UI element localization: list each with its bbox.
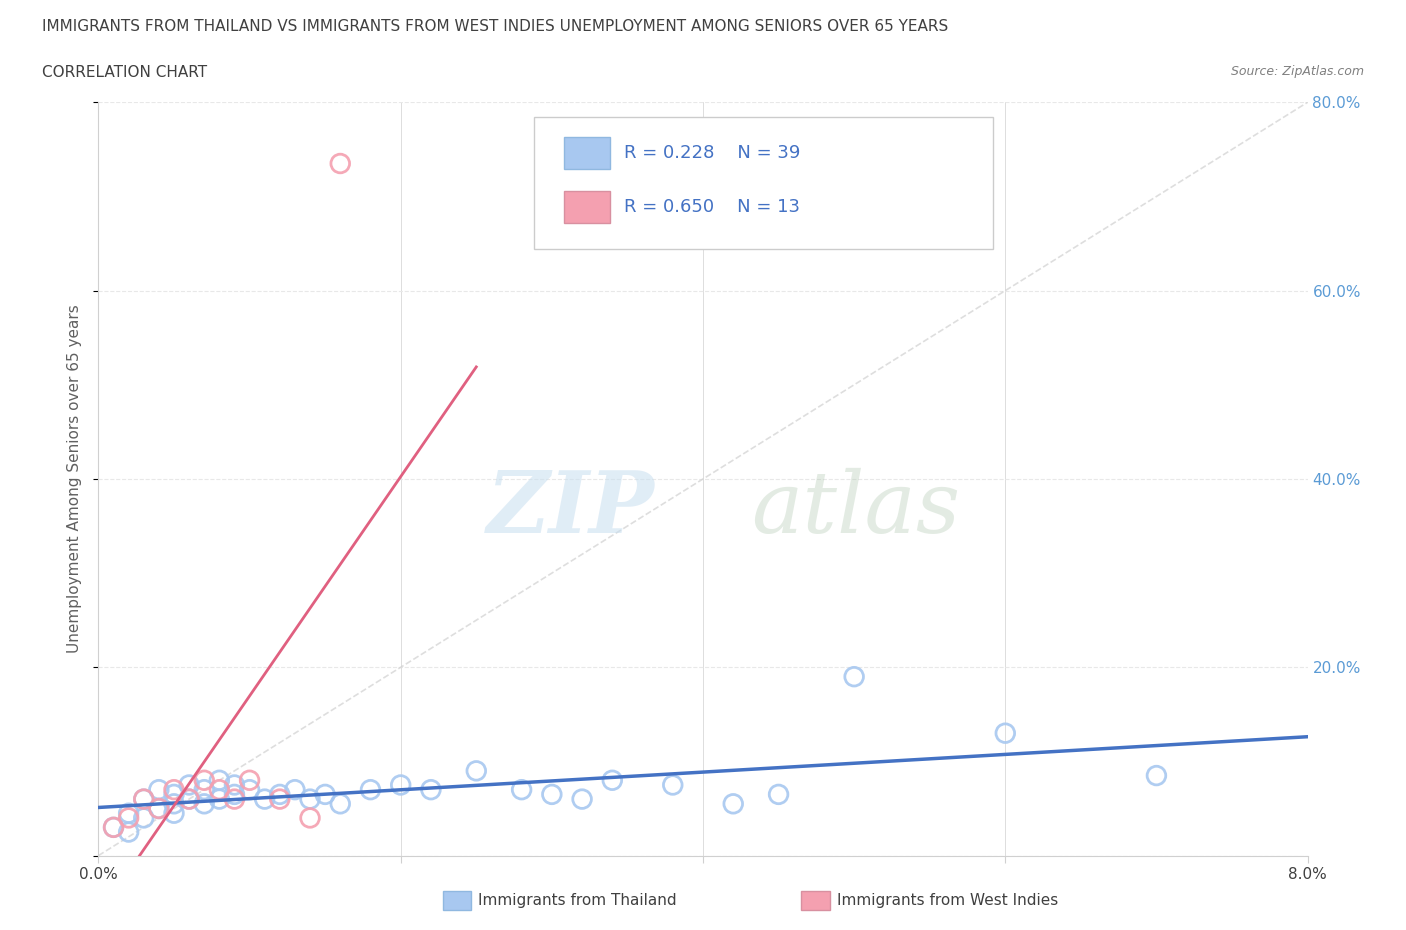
FancyBboxPatch shape <box>564 137 610 168</box>
Point <box>118 811 141 826</box>
Y-axis label: Unemployment Among Seniors over 65 years: Unemployment Among Seniors over 65 years <box>67 305 83 653</box>
Point <box>360 782 382 797</box>
Point <box>768 787 790 802</box>
Point <box>239 773 262 788</box>
Point <box>132 791 155 806</box>
Point <box>510 782 533 797</box>
Point <box>163 782 186 797</box>
Point <box>118 805 141 820</box>
Point <box>571 791 593 806</box>
Point <box>602 773 624 788</box>
Point <box>844 670 866 684</box>
Point <box>540 787 562 802</box>
Point <box>193 773 215 788</box>
Text: R = 0.650    N = 13: R = 0.650 N = 13 <box>624 198 800 216</box>
Point <box>208 773 231 788</box>
Point <box>661 777 683 792</box>
Text: R = 0.228    N = 39: R = 0.228 N = 39 <box>624 144 801 162</box>
Point <box>284 782 307 797</box>
Point <box>723 796 745 811</box>
Point <box>118 825 141 840</box>
Point <box>224 787 246 802</box>
Text: Immigrants from Thailand: Immigrants from Thailand <box>478 893 676 908</box>
Point <box>179 777 201 792</box>
Point <box>132 791 155 806</box>
Point <box>1146 768 1168 783</box>
Point <box>465 764 488 778</box>
Point <box>163 796 186 811</box>
Point <box>208 782 231 797</box>
Point <box>299 791 322 806</box>
Point <box>420 782 443 797</box>
Point <box>224 777 246 792</box>
Point <box>994 725 1017 740</box>
Text: ZIP: ZIP <box>486 468 655 551</box>
Point <box>148 782 170 797</box>
Text: atlas: atlas <box>751 468 960 551</box>
Text: IMMIGRANTS FROM THAILAND VS IMMIGRANTS FROM WEST INDIES UNEMPLOYMENT AMONG SENIO: IMMIGRANTS FROM THAILAND VS IMMIGRANTS F… <box>42 19 949 33</box>
Point <box>163 787 186 802</box>
Point <box>208 791 231 806</box>
Point <box>389 777 412 792</box>
Point <box>179 791 201 806</box>
Point <box>329 796 352 811</box>
Point <box>103 820 125 835</box>
Point <box>299 811 322 826</box>
Point <box>193 782 215 797</box>
FancyBboxPatch shape <box>564 192 610 223</box>
Point <box>314 787 336 802</box>
Text: Immigrants from West Indies: Immigrants from West Indies <box>837 893 1057 908</box>
Point <box>179 791 201 806</box>
Point <box>329 156 352 171</box>
Point <box>269 791 291 806</box>
Point <box>148 801 170 816</box>
Point <box>253 791 276 806</box>
Point <box>132 811 155 826</box>
Point <box>163 805 186 820</box>
Point <box>269 787 291 802</box>
Point <box>224 791 246 806</box>
Point <box>148 801 170 816</box>
Text: Source: ZipAtlas.com: Source: ZipAtlas.com <box>1230 65 1364 78</box>
Text: CORRELATION CHART: CORRELATION CHART <box>42 65 207 80</box>
Point <box>193 796 215 811</box>
FancyBboxPatch shape <box>534 117 993 249</box>
Point <box>103 820 125 835</box>
Point <box>239 782 262 797</box>
